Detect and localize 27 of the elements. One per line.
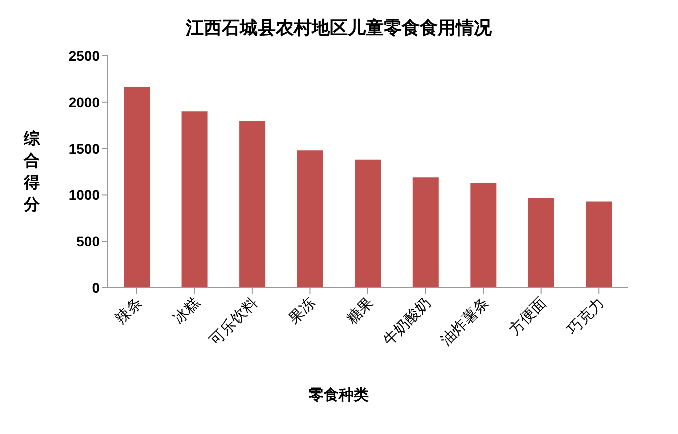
y-tick-label: 500 [76, 234, 100, 250]
bar [297, 150, 324, 288]
bar [182, 112, 208, 288]
y-tick-label: 2000 [68, 94, 100, 110]
chart-title: 江西石城县农村地区儿童零食食用情况 [184, 17, 493, 40]
x-tick-label: 油炸薯条 [437, 294, 492, 350]
y-axis-title: 综合得分 [22, 128, 42, 216]
x-tick-label: 巧克力 [563, 294, 608, 339]
x-tick-label: 果冻 [285, 294, 320, 328]
x-tick-label: 方便面 [506, 294, 550, 339]
bar [412, 178, 439, 288]
x-tick-label: 糖果 [342, 294, 377, 328]
x-tick-label: 牛奶酸奶 [379, 294, 435, 350]
bar [528, 198, 554, 288]
bar [124, 88, 150, 288]
x-tick-label: 冰糕 [170, 294, 204, 328]
bar [470, 183, 497, 288]
y-tick-label: 2500 [68, 48, 100, 64]
bar [240, 120, 266, 288]
x-axis-title: 零食种类 [308, 386, 370, 405]
x-tick-label: 可乐饮料 [206, 294, 262, 350]
bar [355, 160, 382, 288]
y-tick-label: 1500 [68, 140, 100, 157]
bar [586, 202, 612, 288]
y-tick-label: 0 [92, 280, 100, 296]
x-tick-label: 辣条 [112, 294, 146, 328]
y-tick-label: 1000 [68, 187, 100, 204]
